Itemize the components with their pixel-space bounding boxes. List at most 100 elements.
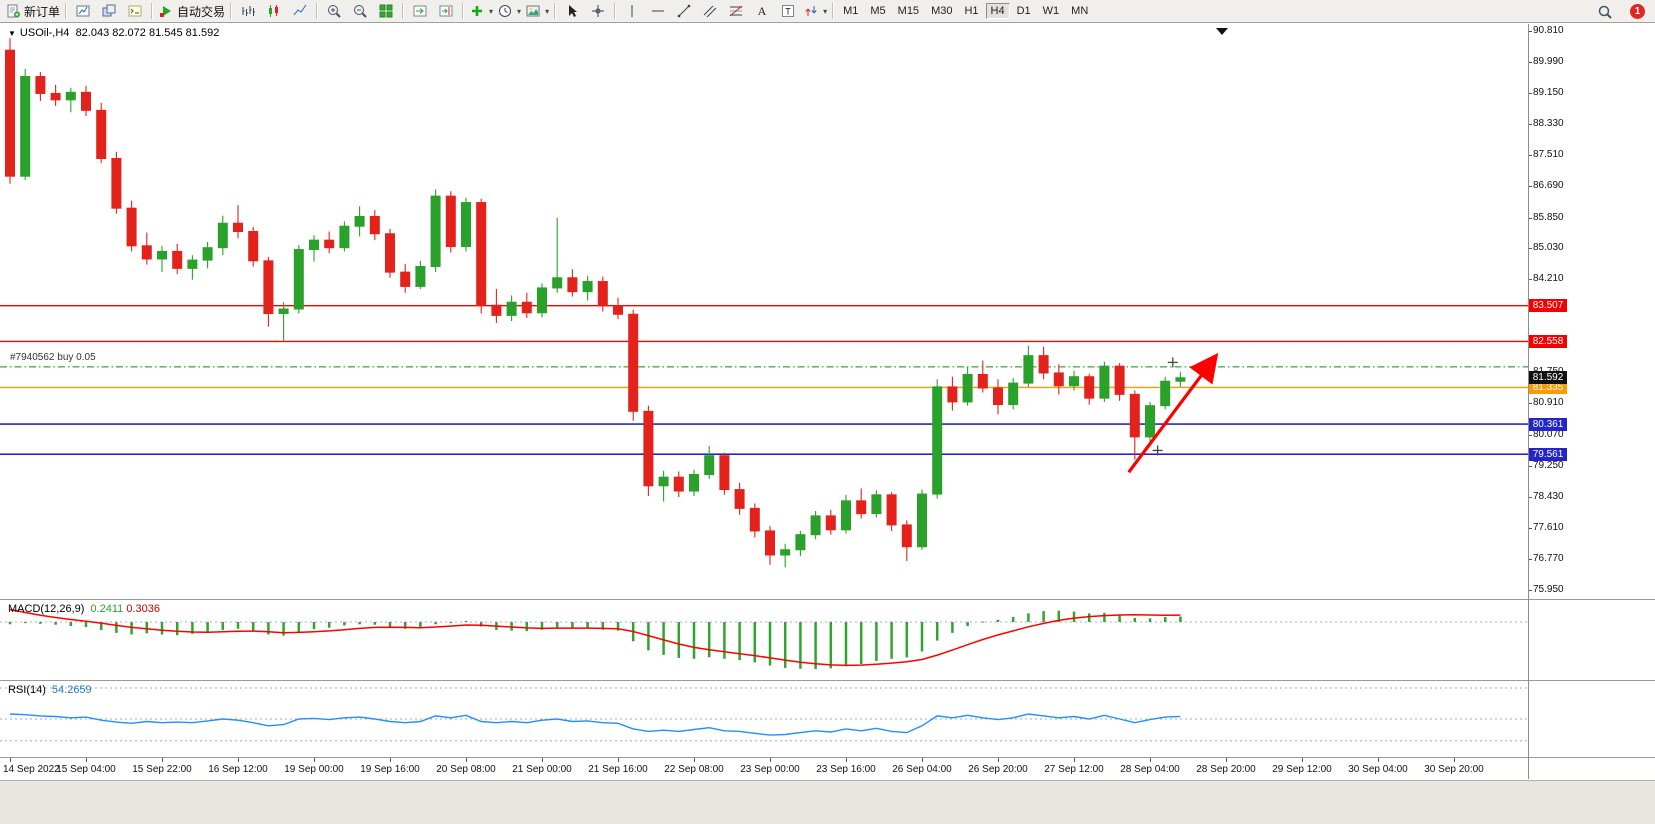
fibonacci-icon [729, 5, 743, 17]
time-tick-label: 15 Sep 22:00 [132, 764, 192, 775]
rsi-value: 54.2659 [51, 684, 92, 696]
notification-badge[interactable]: 1 [1630, 4, 1645, 19]
auto-trading-button-label: 自动交易 [177, 4, 226, 19]
time-tick [10, 758, 11, 762]
line-chart-icon[interactable] [287, 1, 313, 21]
cross-marker[interactable] [1167, 357, 1178, 368]
new-order-button[interactable]: 新订单 [3, 1, 62, 21]
templates-icon[interactable]: ▾ [523, 1, 551, 21]
time-tick [1378, 758, 1379, 762]
text-icon: A [758, 4, 767, 18]
chart-shift-marker[interactable] [1216, 28, 1228, 35]
timeframe-button-mn[interactable]: MN [1071, 5, 1089, 17]
chevron-down-icon: ▾ [823, 6, 828, 16]
time-tick-label: 28 Sep 20:00 [1196, 764, 1256, 775]
price-tick [1528, 496, 1532, 498]
timeframe-button-w1[interactable]: W1 [1042, 5, 1060, 17]
time-tick-label: 21 Sep 16:00 [588, 764, 648, 775]
price-chart-panel[interactable]: ▼ USOil-,H4 82.043 82.072 81.545 81.592 #… [0, 24, 1655, 598]
metaeditor-icon[interactable] [122, 1, 148, 21]
vertical-line-icon[interactable] [619, 1, 645, 21]
candlesticks [5, 38, 1186, 568]
charts-icon[interactable] [70, 1, 96, 21]
macd-label: MACD(12,26,9) 0.2411 0.3036 [8, 603, 160, 615]
toolbar-separator [554, 3, 557, 19]
price-tick [1528, 248, 1532, 250]
price-tick [1528, 279, 1532, 281]
price-tick-label: 78.430 [1533, 490, 1564, 502]
auto-scroll-icon[interactable] [407, 1, 433, 21]
fibonacci-icon[interactable] [723, 1, 749, 21]
toolbar-separator [230, 3, 233, 19]
horizontal-lines[interactable] [0, 305, 1528, 455]
timeframe-button-m15[interactable]: M15 [897, 5, 920, 17]
price-tick [1528, 124, 1532, 126]
auto-scroll-icon [413, 5, 427, 17]
price-badge: 80.361 [1529, 417, 1567, 431]
new-order-button-icon [7, 4, 20, 18]
candlestick-chart-icon[interactable] [261, 1, 287, 21]
trendline-icon[interactable] [671, 1, 697, 21]
cross-marker[interactable] [1152, 445, 1163, 456]
time-tick [1226, 758, 1227, 762]
time-tick-label: 27 Sep 12:00 [1044, 764, 1104, 775]
time-tick [846, 758, 847, 762]
price-tick-label: 80.910 [1533, 397, 1564, 409]
timeframe-button-h1[interactable]: H1 [964, 5, 979, 17]
price-tick-label: 90.810 [1533, 25, 1564, 36]
chart-shift-icon [439, 5, 453, 17]
timeframe-button-m5[interactable]: M5 [870, 5, 886, 17]
chevron-down-icon: ▾ [489, 6, 494, 16]
zoom-in-icon[interactable] [321, 1, 347, 21]
trend-arrow-object[interactable] [1127, 352, 1219, 474]
time-tick [1150, 758, 1151, 762]
time-tick [1074, 758, 1075, 762]
time-tick [618, 758, 619, 762]
timeframe-button-d1[interactable]: D1 [1016, 5, 1031, 17]
timeframe-button-h4[interactable]: H4 [985, 3, 1010, 19]
price-tick [1528, 31, 1532, 32]
zoom-out-icon[interactable] [347, 1, 373, 21]
timeframe-button-m30[interactable]: M30 [931, 5, 953, 17]
indicators-icon [472, 6, 483, 16]
time-tick-label: 30 Sep 20:00 [1424, 764, 1484, 775]
price-tick-label: 86.690 [1533, 179, 1564, 191]
cursor-icon[interactable] [559, 1, 585, 21]
search-icon[interactable] [1592, 2, 1618, 22]
toolbar-separator [65, 3, 68, 19]
arrows-icon [805, 6, 817, 16]
text-icon[interactable]: A [749, 1, 775, 21]
bar-chart-icon[interactable] [235, 1, 261, 21]
time-tick-label: 26 Sep 04:00 [892, 764, 952, 775]
time-tick [86, 758, 87, 762]
time-axis[interactable]: 14 Sep 2022 15 Sep 04:00 15 Sep 22:00 16 Se… [0, 757, 1655, 780]
text-label-icon[interactable]: T [775, 1, 801, 21]
new-order-button-label: 新订单 [24, 4, 61, 19]
periods-icon[interactable]: ▾ [495, 1, 523, 21]
equidistant-channel-icon[interactable] [697, 1, 723, 21]
tile-windows-icon[interactable] [373, 1, 399, 21]
price-tick-label: 75.950 [1533, 584, 1564, 595]
open-position-label[interactable]: #7940562 buy 0.05 [10, 351, 96, 363]
macd-panel[interactable]: MACD(12,26,9)0.2411 0.3036 0.79280.00-2.… [0, 599, 1655, 680]
horizontal-line-icon[interactable] [645, 1, 671, 21]
time-tick-label: 26 Sep 20:00 [968, 764, 1028, 775]
time-tick [238, 758, 239, 762]
rsi-panel[interactable]: RSI(14)54.2659 1005015 [0, 680, 1655, 757]
time-tick [1454, 758, 1455, 762]
crosshair-icon[interactable] [585, 1, 611, 21]
price-tick-label: 80.070 [1533, 429, 1564, 440]
vertical-line-icon [631, 5, 633, 17]
auto-trading-button-icon [160, 6, 172, 17]
timeframe-button-m1[interactable]: M1 [843, 5, 859, 17]
chart-shift-icon[interactable] [433, 1, 459, 21]
arrows-icon[interactable]: ▾ [801, 1, 829, 21]
time-tick [466, 758, 467, 762]
price-tick [1528, 559, 1532, 561]
price-tick-label: 84.210 [1533, 273, 1564, 285]
auto-trading-button[interactable]: 自动交易 [156, 1, 227, 21]
templates-icon [526, 5, 540, 17]
profiles-icon[interactable] [96, 1, 122, 21]
price-tick [1528, 61, 1532, 63]
indicators-icon[interactable]: ▾ [467, 1, 495, 21]
